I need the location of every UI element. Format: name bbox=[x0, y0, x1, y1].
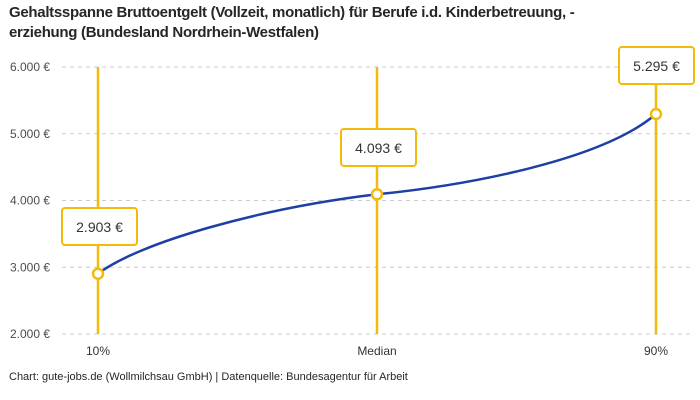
data-point-90 bbox=[649, 107, 663, 121]
x-axis-labels: 10% Median 90% bbox=[86, 344, 668, 358]
y-tick-label: 4.000 € bbox=[10, 194, 50, 208]
y-tick-label: 5.000 € bbox=[10, 127, 50, 141]
y-tick-label: 2.000 € bbox=[10, 327, 50, 341]
value-label-box-10: 2.903 € bbox=[61, 207, 138, 246]
value-label-box-median: 4.093 € bbox=[340, 128, 417, 167]
x-tick-label-90: 90% bbox=[644, 344, 668, 358]
y-tick-label: 3.000 € bbox=[10, 260, 50, 274]
value-label-box-90: 5.295 € bbox=[618, 46, 695, 85]
x-tick-label-10: 10% bbox=[86, 344, 110, 358]
data-point-10 bbox=[91, 267, 105, 280]
y-axis-labels: 6.000 € 5.000 € 4.000 € 3.000 € 2.000 € bbox=[10, 60, 50, 341]
value-label-90: 5.295 € bbox=[633, 57, 680, 74]
x-tick-label-median: Median bbox=[357, 344, 396, 358]
y-tick-label: 6.000 € bbox=[10, 60, 50, 74]
chart-title: Gehaltsspanne Bruttoentgelt (Vollzeit, m… bbox=[9, 4, 575, 41]
data-point-markers bbox=[91, 107, 663, 280]
data-point-median bbox=[370, 188, 384, 201]
value-label-median: 4.093 € bbox=[355, 139, 402, 156]
salary-range-chart: 6.000 € 5.000 € 4.000 € 3.000 € 2.000 € … bbox=[10, 60, 691, 358]
attribution-footer: Chart: gute-jobs.de (Wollmilchsau GmbH) … bbox=[9, 371, 408, 383]
value-label-10: 2.903 € bbox=[76, 218, 123, 235]
